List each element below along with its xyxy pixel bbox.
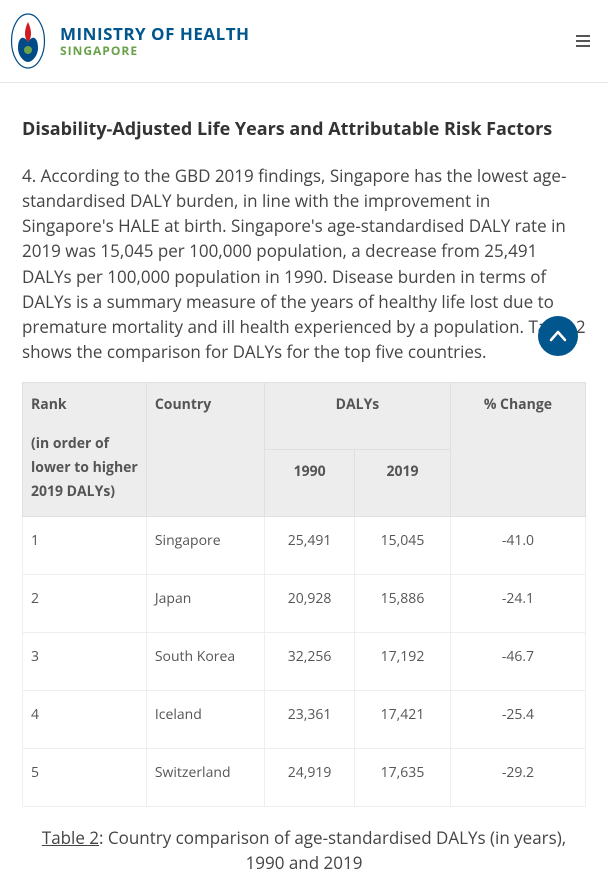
cell-2019: 15,886 (355, 574, 451, 632)
cell-rank: 1 (23, 516, 147, 574)
main-content: Disability-Adjusted Life Years and Attri… (0, 83, 608, 896)
cell-change: -29.2 (450, 748, 585, 806)
cell-rank: 2 (23, 574, 147, 632)
brand-subtitle: SINGAPORE (60, 45, 250, 58)
table-caption: Table 2: Country comparison of age-stand… (22, 825, 586, 876)
cell-change: -41.0 (450, 516, 585, 574)
menu-button[interactable] (572, 31, 594, 51)
col-header-2019: 2019 (355, 449, 451, 516)
cell-change: -46.7 (450, 632, 585, 690)
table-row: 4Iceland23,36117,421-25.4 (23, 690, 586, 748)
cell-country: Japan (146, 574, 264, 632)
caption-label: Table 2 (42, 826, 99, 849)
cell-1990: 32,256 (265, 632, 355, 690)
cell-1990: 20,928 (265, 574, 355, 632)
cell-2019: 17,635 (355, 748, 451, 806)
caption-text: : Country comparison of age-standardised… (99, 826, 566, 875)
section-paragraph: 4. According to the GBD 2019 findings, S… (22, 163, 586, 364)
moh-logo-icon (10, 12, 46, 70)
table-row: 1Singapore25,49115,045-41.0 (23, 516, 586, 574)
col-header-rank: Rank (in order of lower to higher 2019 D… (23, 383, 147, 516)
dalys-table: Rank (in order of lower to higher 2019 D… (22, 382, 586, 806)
cell-country: Iceland (146, 690, 264, 748)
chevron-up-icon (548, 326, 568, 346)
col-header-dalys: DALYs (265, 383, 451, 450)
site-header: MINISTRY OF HEALTH SINGAPORE (0, 0, 608, 83)
brand-block[interactable]: MINISTRY OF HEALTH SINGAPORE (10, 12, 250, 70)
cell-rank: 4 (23, 690, 147, 748)
cell-1990: 23,361 (265, 690, 355, 748)
cell-2019: 17,192 (355, 632, 451, 690)
cell-1990: 25,491 (265, 516, 355, 574)
cell-rank: 5 (23, 748, 147, 806)
cell-change: -24.1 (450, 574, 585, 632)
cell-2019: 15,045 (355, 516, 451, 574)
cell-rank: 3 (23, 632, 147, 690)
section-heading: Disability-Adjusted Life Years and Attri… (22, 117, 586, 141)
cell-change: -25.4 (450, 690, 585, 748)
scroll-to-top-button[interactable] (538, 316, 578, 356)
cell-1990: 24,919 (265, 748, 355, 806)
table-row: 2Japan20,92815,886-24.1 (23, 574, 586, 632)
hamburger-icon (576, 35, 590, 37)
table-row: 3South Korea32,25617,192-46.7 (23, 632, 586, 690)
cell-2019: 17,421 (355, 690, 451, 748)
col-header-1990: 1990 (265, 449, 355, 516)
cell-country: South Korea (146, 632, 264, 690)
col-header-change: % Change (450, 383, 585, 516)
cell-country: Singapore (146, 516, 264, 574)
cell-country: Switzerland (146, 748, 264, 806)
col-header-country: Country (146, 383, 264, 516)
table-row: 5Switzerland24,91917,635-29.2 (23, 748, 586, 806)
brand-title: MINISTRY OF HEALTH (60, 25, 250, 43)
